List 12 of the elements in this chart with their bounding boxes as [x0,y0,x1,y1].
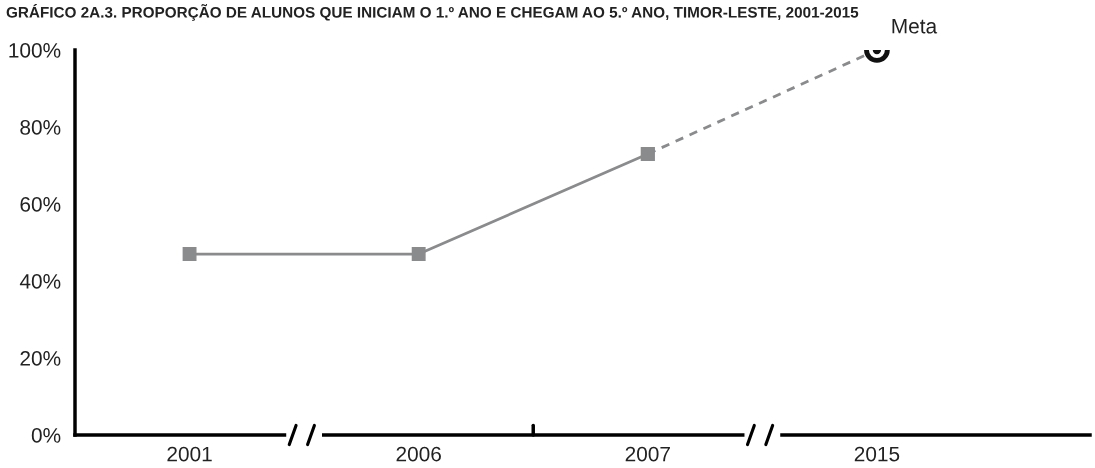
x-tick-label: 2015 [854,446,900,462]
y-tick-label: 40% [19,274,61,289]
y-tick-label: 100% [9,43,61,58]
y-tick-label: 0% [31,428,61,443]
x-tick-label: 2001 [167,446,212,462]
annotation: Meta [892,19,938,34]
chart-title: GRÁFICO 2A.3. PROPORÇÃO DE ALUNOS QUE INICIAM O 1.º ANO E CHEGAM AO 5.º ANO, TIMOR-LESTE, 2001-2015 [6,4,859,21]
y-tick-label: 60% [20,197,61,212]
y-tick-label: 80% [20,120,61,135]
y-tick-label: 20% [20,351,61,366]
x-tick-label: 2007 [625,446,670,462]
x-tick-label: 2006 [396,446,441,462]
